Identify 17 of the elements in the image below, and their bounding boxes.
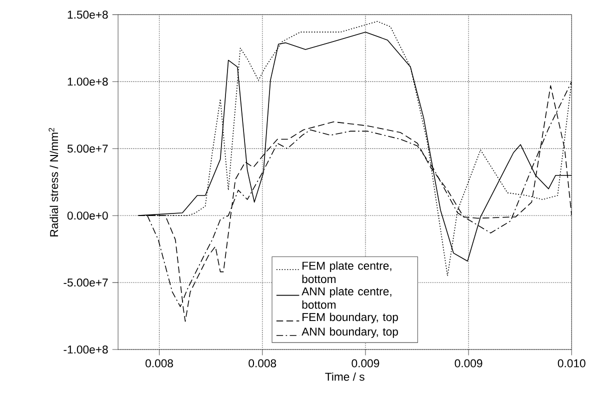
y-tick-label: 1.50e+8 (68, 10, 108, 19)
y-tick-label: 1.00e+8 (68, 78, 108, 86)
x-tick-label: 0.009 (454, 359, 482, 368)
x-tick-label: 0.008 (146, 359, 173, 368)
legend-label: ANN boundary, top (302, 327, 398, 338)
legend-label: FEM plate centre, bottom (302, 261, 392, 283)
y-tick-label: 0.00e+0 (67, 211, 108, 220)
x-tick-label: 0.008 (248, 359, 276, 368)
legend-label: ANN plate centre, bottom (302, 286, 392, 309)
x-axis-title: Time / s (325, 372, 364, 381)
x-tick-label: 0.010 (558, 359, 586, 368)
legend-label: FEM boundary, top (302, 312, 398, 324)
x-tick-label: 0.009 (352, 359, 380, 368)
y-tick-label: -5.00e+7 (64, 278, 108, 286)
y-tick-label: 5.00e+7 (67, 144, 108, 153)
y-axis-title: Radial stress / N/mm$^{2}$ (48, 128, 58, 236)
y-tick-label: -1.00e+8 (64, 345, 108, 354)
